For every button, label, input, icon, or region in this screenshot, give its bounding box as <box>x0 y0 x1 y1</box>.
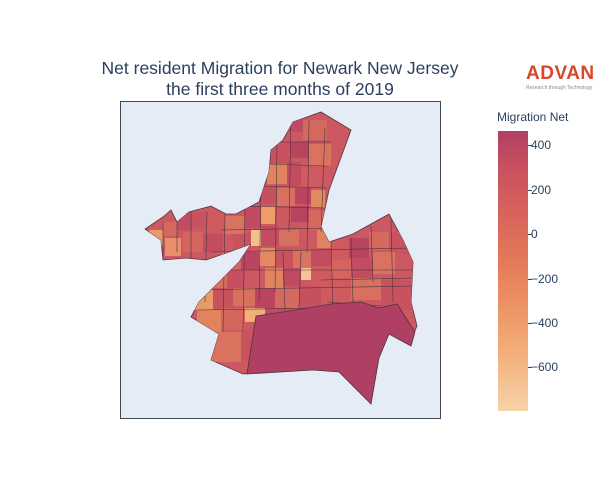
advan-logo: ADVAN Research through Technology <box>526 63 596 92</box>
colorbar-tick-label: −200 <box>531 272 559 286</box>
colorbar-tick <box>528 234 532 235</box>
colorbar-tick <box>528 323 532 324</box>
southern-tract[interactable] <box>246 301 416 405</box>
colorbar-tick-label: 400 <box>531 138 552 152</box>
map-plot-area[interactable] <box>120 101 441 419</box>
colorbar-tick <box>528 279 532 280</box>
colorbar-tick-label: −600 <box>531 360 559 374</box>
tract-boundaries <box>162 113 416 333</box>
colorbar-tick-label: −400 <box>531 316 559 330</box>
logo-wordmark: ADVAN <box>526 63 595 84</box>
choropleth-map[interactable] <box>121 102 440 418</box>
colorbar-tick <box>528 190 532 191</box>
colorbar-tick-label: 200 <box>531 183 552 197</box>
colorbar-gradient <box>498 131 528 411</box>
colorbar-tick <box>528 145 532 146</box>
title-line-1: Net resident Migration for Newark New Je… <box>101 58 459 78</box>
chart-title: Net resident Migration for Newark New Je… <box>40 58 520 100</box>
logo-tagline: Research through Technology <box>526 85 593 91</box>
colorbar-tick <box>528 367 532 368</box>
title-line-2: the first three months of 2019 <box>166 79 394 99</box>
colorbar-title: Migration Net <box>497 110 569 124</box>
census-tract-cells <box>149 114 415 362</box>
colorbar-tick-label: 0 <box>531 227 538 241</box>
